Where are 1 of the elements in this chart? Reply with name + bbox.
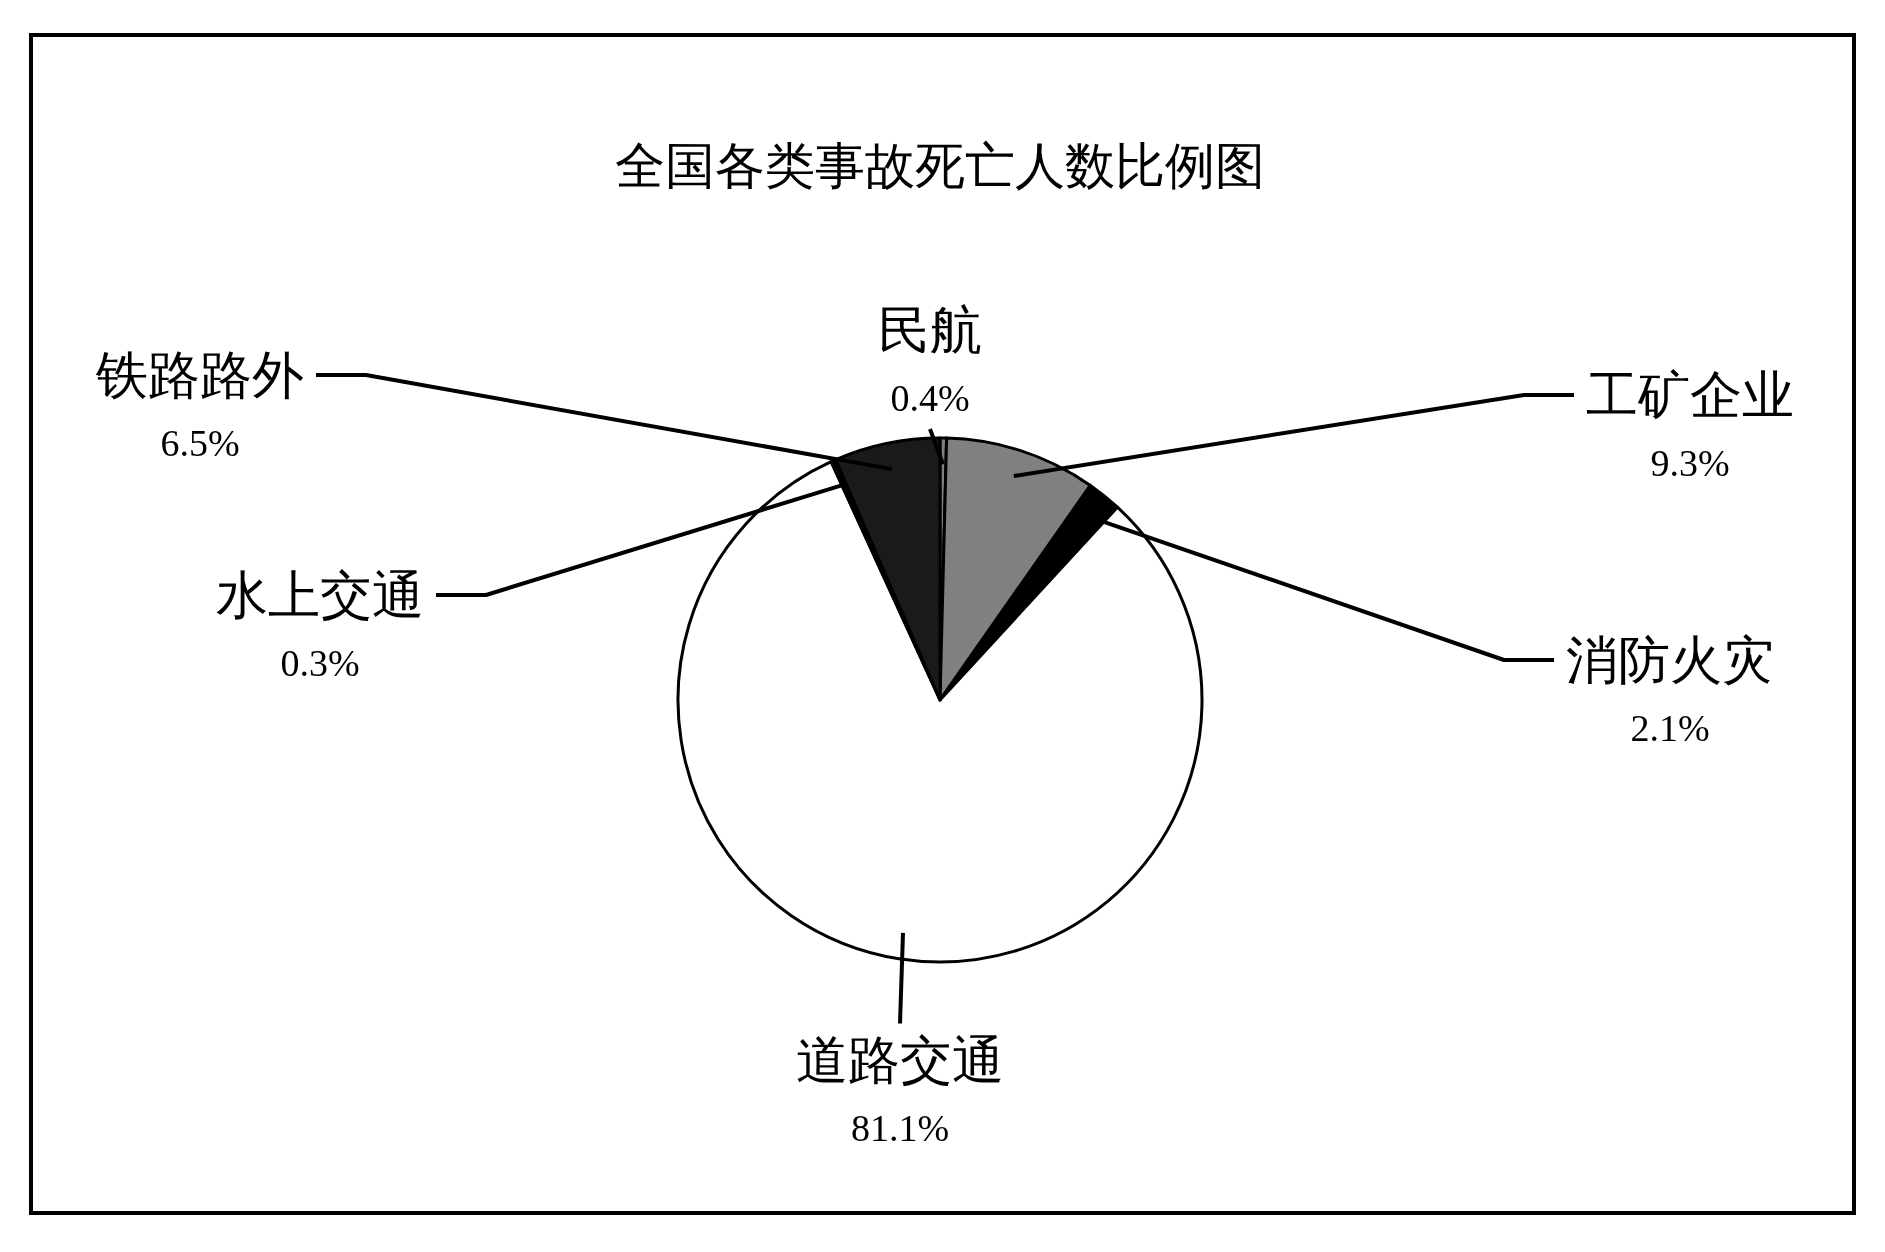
title: 全国各类事故死亡人数比例图 [615, 138, 1265, 194]
